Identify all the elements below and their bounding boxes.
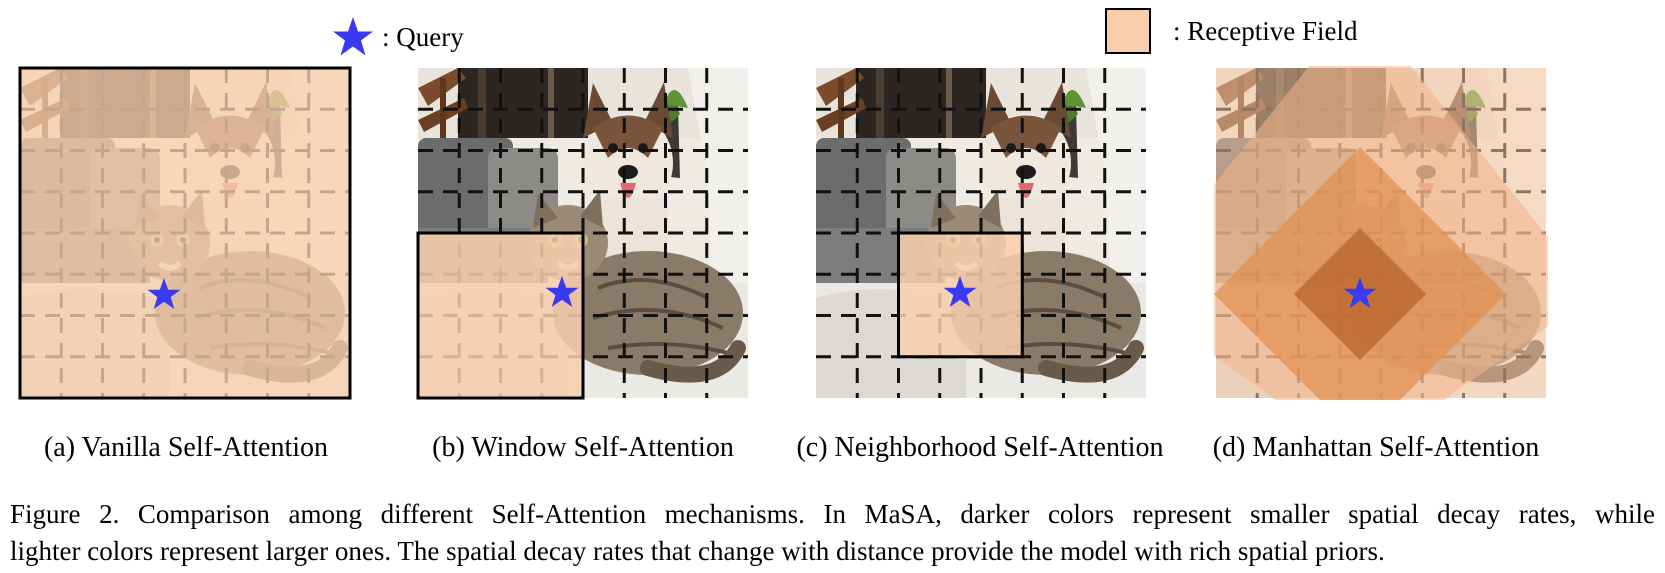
receptive-field-window	[418, 233, 583, 398]
figure-caption: Figure 2. Comparison among different Sel…	[10, 496, 1655, 570]
window-attention-diagram	[416, 66, 750, 400]
panel-window-self-attention	[416, 66, 768, 420]
receptive-field-swatch	[1105, 8, 1151, 54]
caption-vanilla-self-attention: (a) Vanilla Self-Attention	[43, 432, 329, 463]
receptive-field-global	[20, 68, 350, 398]
panel-vanilla-self-attention	[18, 66, 370, 420]
neighborhood-attention-diagram	[814, 66, 1148, 400]
star-icon	[333, 17, 373, 56]
legend-query: : Query	[332, 16, 464, 58]
panel-manhattan-self-attention	[1214, 66, 1566, 420]
legend-query-label: : Query	[382, 21, 464, 52]
legend-receptive-field-label: : Receptive Field	[1173, 15, 1358, 46]
vanilla-attention-diagram	[18, 66, 352, 400]
figure-caption-line-1: Figure 2. Comparison among different Sel…	[10, 499, 1655, 529]
figure-caption-line-2: lighter colors represent larger ones. Th…	[10, 536, 1385, 566]
window-border	[416, 231, 585, 400]
panel-neighborhood-self-attention	[814, 66, 1166, 420]
caption-window-self-attention: (b) Window Self-Attention	[432, 432, 734, 463]
neighborhood-border	[897, 231, 1024, 359]
legend-receptive-field: : Receptive Field	[1105, 8, 1357, 54]
caption-manhattan-self-attention: (d) Manhattan Self-Attention	[1212, 432, 1540, 463]
manhattan-attention-diagram	[1214, 66, 1548, 400]
caption-neighborhood-self-attention: (c) Neighborhood Self-Attention	[796, 432, 1164, 463]
panel-border	[18, 66, 352, 400]
